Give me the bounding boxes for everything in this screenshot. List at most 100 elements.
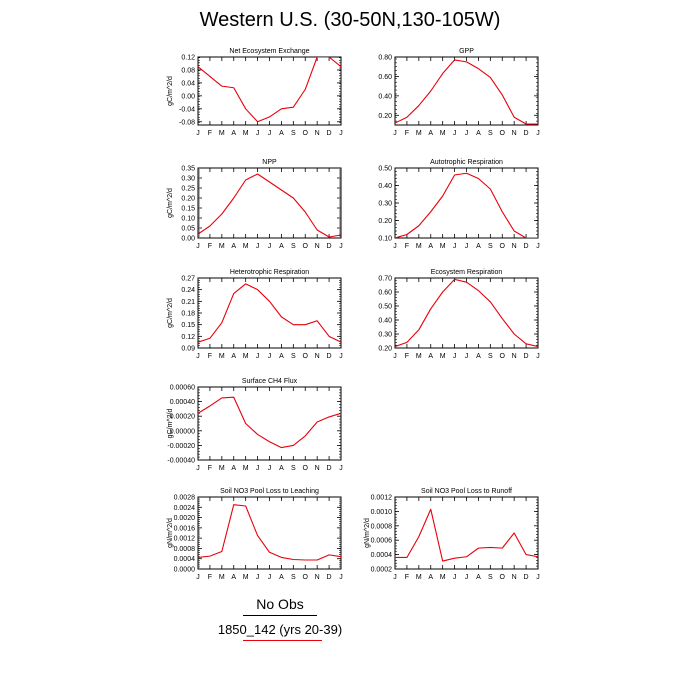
x-tick-label: J — [196, 353, 200, 360]
y-tick-label: 0.25 — [181, 186, 195, 193]
panel-frame — [197, 56, 342, 126]
legend-title: No Obs — [256, 596, 304, 612]
y-tick-label: 0.70 — [378, 276, 392, 283]
y-tick-label: 0.00 — [181, 236, 195, 243]
x-tick-label: A — [476, 130, 481, 137]
panel-net-ecosystem-exchange: Net Ecosystem Exchange gC/m^2/d -0.08 -0.04… — [167, 48, 343, 137]
x-tick-label: F — [405, 130, 409, 137]
x-tick-label: A — [231, 465, 236, 472]
y-tick-label: 0.00 — [181, 93, 195, 100]
panel-surface-ch4-flux: Surface CH4 Flux gC/m^2/d -0.00040 -0.00020… — [167, 378, 343, 472]
x-tick-label: M — [243, 130, 249, 137]
y-tick-label: 0.0004 — [174, 556, 196, 563]
x-tick-label: S — [488, 574, 493, 581]
x-tick-label: J — [268, 574, 272, 581]
x-tick-label: M — [440, 353, 446, 360]
x-tick-label: J — [393, 243, 397, 250]
x-tick-label: S — [488, 243, 493, 250]
x-tick-label: O — [303, 243, 309, 250]
y-tick-label: 0.20 — [378, 218, 392, 225]
panel-autotrophic-respiration: Autotrophic Respiration 0.10 0.20 0.30 0.40 0… — [378, 159, 539, 250]
x-tick-label: J — [268, 465, 272, 472]
x-tick-label: F — [405, 574, 409, 581]
x-tick-label: M — [219, 465, 225, 472]
x-tick-label: S — [291, 465, 296, 472]
panel-title: Soil NO3 Pool Loss to Leaching — [220, 488, 319, 495]
x-tick-label: J — [256, 243, 260, 250]
x-tick-label: J — [196, 130, 200, 137]
series-line — [395, 59, 538, 125]
x-tick-label: J — [256, 574, 260, 581]
x-tick-label: J — [453, 130, 457, 137]
x-tick-label: J — [536, 130, 540, 137]
series-line — [395, 508, 538, 562]
y-tick-label: 0.15 — [181, 206, 195, 213]
x-tick-label: S — [291, 130, 296, 137]
y-tick-label: 0.0012 — [371, 495, 393, 502]
y-tick-label: 0.21 — [181, 299, 195, 306]
panel-frame — [197, 277, 342, 349]
y-tick-label: 0.27 — [181, 276, 195, 283]
x-tick-label: J — [465, 353, 469, 360]
x-tick-label: D — [327, 465, 332, 472]
panel-title: Soil NO3 Pool Loss to Runoff — [421, 488, 512, 495]
y-axis-label: gC/m^2/d — [167, 76, 174, 106]
x-tick-label: J — [268, 353, 272, 360]
y-tick-label: 0.12 — [181, 334, 195, 341]
legend-rule-obs — [243, 615, 317, 616]
x-tick-label: O — [303, 130, 309, 137]
x-tick-label: N — [315, 130, 320, 137]
panel-soil-no3-pool-loss-to-leaching: Soil NO3 Pool Loss to LeachinggN/m^2/d0.… — [167, 488, 343, 581]
x-tick-label: O — [303, 353, 309, 360]
x-tick-label: O — [500, 353, 506, 360]
x-tick-label: F — [208, 353, 212, 360]
x-tick-label: J — [453, 243, 457, 250]
x-tick-label: F — [208, 465, 212, 472]
panel-title: Autotrophic Respiration — [430, 159, 503, 166]
series-line — [198, 173, 341, 238]
x-tick-label: D — [327, 574, 332, 581]
y-tick-label: 0.15 — [181, 322, 195, 329]
panel-npp: NPP gC/m^2/d 0.00 0.05 0.10 0.15 0.20 0.25 0.30 0… — [167, 159, 343, 250]
x-tick-label: O — [303, 465, 309, 472]
y-tick-label: -0.08 — [179, 119, 195, 126]
x-tick-label: A — [428, 243, 433, 250]
x-tick-label: A — [231, 243, 236, 250]
y-tick-label: 0.60 — [378, 290, 392, 297]
x-tick-label: O — [500, 574, 506, 581]
x-tick-label: M — [219, 130, 225, 137]
x-tick-label: O — [500, 130, 506, 137]
x-tick-label: D — [524, 574, 529, 581]
y-tick-label: -0.00040 — [167, 458, 195, 465]
series-line — [198, 504, 341, 561]
y-tick-label: 0.0016 — [174, 525, 196, 532]
y-tick-label: 0.30 — [181, 176, 195, 183]
x-tick-label: J — [339, 130, 343, 137]
panel-frame — [394, 277, 539, 349]
x-tick-label: D — [327, 130, 332, 137]
x-tick-label: J — [393, 574, 397, 581]
x-tick-label: S — [291, 243, 296, 250]
x-tick-label: S — [488, 353, 493, 360]
x-tick-label: A — [476, 353, 481, 360]
x-tick-label: N — [315, 353, 320, 360]
x-tick-label: A — [279, 130, 284, 137]
x-tick-label: A — [231, 353, 236, 360]
x-tick-label: J — [465, 130, 469, 137]
y-tick-label: 0.0002 — [371, 567, 393, 574]
x-tick-label: J — [196, 465, 200, 472]
y-axis-label: gN/m^2/d — [364, 518, 371, 548]
y-axis-label: gC/m^2/d — [167, 298, 174, 328]
panel-title: Surface CH4 Flux — [242, 378, 298, 385]
x-tick-label: J — [256, 465, 260, 472]
y-tick-label: 0.0008 — [174, 546, 196, 553]
figure-title: Western U.S. (30-50N,130-105W) — [199, 9, 501, 31]
y-tick-label: 0.0024 — [174, 505, 196, 512]
series-line — [395, 278, 538, 348]
x-tick-label: M — [416, 353, 422, 360]
panel-frame — [394, 496, 539, 570]
y-tick-label: 0.80 — [378, 55, 392, 62]
y-tick-label: 0.20 — [378, 113, 392, 120]
